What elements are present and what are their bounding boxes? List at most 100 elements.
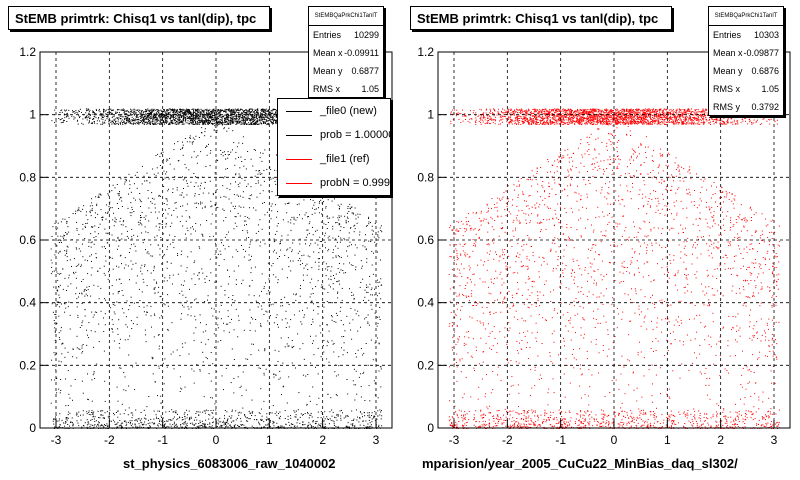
left-scatter-point (264, 112, 266, 114)
left-scatter-point (178, 121, 180, 123)
left-scatter-point (111, 328, 113, 329)
left-scatter-point (196, 364, 198, 365)
left-scatter-point (259, 118, 261, 120)
left-scatter-point (86, 110, 87, 112)
left-scatter-point (180, 111, 182, 113)
left-scatter-point (138, 288, 140, 290)
left-scatter-point (248, 418, 250, 420)
left-scatter-point (225, 196, 227, 198)
left-scatter-point (215, 192, 216, 194)
left-scatter-point (99, 114, 101, 116)
left-scatter-point (215, 418, 216, 420)
left-scatter-point (194, 193, 196, 195)
left-scatter-point (187, 111, 189, 113)
left-scatter-point (217, 125, 219, 127)
left-scatter-point (66, 249, 68, 251)
left-scatter-point (172, 283, 173, 285)
left-scatter-point (314, 261, 316, 263)
left-scatter-point (76, 347, 78, 349)
left-scatter-point (77, 314, 79, 316)
left-scatter-point (159, 121, 161, 123)
left-scatter-point (326, 358, 328, 360)
left-scatter-point (231, 348, 233, 350)
left-scatter-point (274, 233, 276, 235)
left-scatter-point (326, 216, 328, 218)
left-scatter-point (150, 305, 152, 307)
left-scatter-point (260, 388, 262, 390)
left-scatter-point (54, 379, 56, 381)
left-scatter-point (313, 303, 314, 305)
left-scatter-point (132, 111, 134, 113)
left-scatter-point (91, 418, 93, 420)
left-scatter-point (194, 195, 196, 197)
left-scatter-point (302, 374, 304, 376)
left-scatter-point (80, 265, 82, 267)
left-scatter-point (179, 117, 181, 118)
left-scatter-point (166, 110, 168, 112)
left-scatter-point (223, 210, 225, 211)
left-scatter-point (249, 309, 251, 311)
left-scatter-point (204, 207, 206, 209)
left-scatter-point (361, 265, 363, 267)
left-scatter-point (202, 361, 204, 363)
left-scatter-point (354, 309, 356, 311)
left-scatter-point (221, 425, 223, 426)
left-scatter-point (208, 109, 210, 111)
left-scatter-point (87, 260, 88, 262)
left-scatter-point (220, 424, 222, 426)
left-scatter-point (224, 176, 226, 178)
left-scatter-point (204, 115, 206, 117)
left-scatter-point (169, 157, 171, 159)
left-scatter-point (189, 112, 191, 114)
left-scatter-point (376, 243, 378, 245)
left-scatter-point (175, 207, 177, 209)
left-scatter-point (199, 188, 201, 190)
left-scatter-point (270, 117, 272, 119)
left-scatter-point (153, 116, 155, 118)
left-scatter-point (312, 199, 314, 201)
left-scatter-point (318, 202, 320, 204)
left-scatter-point (293, 425, 295, 427)
left-scatter-point (159, 124, 161, 125)
left-scatter-point (105, 260, 107, 262)
left-scatter-point (201, 123, 203, 125)
left-scatter-point (195, 176, 196, 178)
left-scatter-point (182, 205, 184, 207)
left-scatter-point (75, 277, 77, 279)
left-scatter-point (118, 240, 120, 242)
left-scatter-point (204, 120, 206, 122)
left-scatter-point (188, 123, 190, 124)
left-scatter-point (131, 420, 133, 422)
left-scatter-point (173, 423, 175, 425)
left-scatter-point (87, 373, 88, 375)
left-scatter-point (219, 426, 221, 428)
left-scatter-point (226, 118, 228, 120)
left-scatter-point (241, 108, 243, 110)
left-scatter-point (131, 123, 133, 125)
left-scatter-point (63, 234, 65, 236)
left-scatter-point (337, 292, 338, 294)
left-scatter-point (242, 371, 244, 373)
left-scatter-point (159, 223, 161, 225)
left-scatter-point (262, 118, 264, 120)
left-scatter-point (248, 110, 249, 112)
left-scatter-point (147, 311, 148, 313)
left-scatter-point (146, 116, 148, 118)
left-scatter-point (240, 424, 242, 426)
left-scatter-point (263, 109, 265, 111)
left-scatter-point (91, 254, 92, 256)
left-scatter-point (152, 121, 154, 123)
left-scatter-point (153, 117, 155, 119)
left-scatter-point (151, 326, 152, 328)
left-scatter-point (153, 109, 155, 110)
left-scatter-point (271, 265, 273, 267)
left-scatter-point (220, 196, 222, 198)
left-scatter-point (91, 208, 93, 210)
left-scatter-point (138, 122, 140, 124)
left-scatter-point (255, 319, 257, 320)
left-scatter-point (193, 382, 195, 384)
left-scatter-point (359, 231, 361, 233)
left-scatter-point (220, 109, 222, 111)
left-scatter-point (173, 210, 175, 211)
left-scatter-point (133, 118, 135, 120)
